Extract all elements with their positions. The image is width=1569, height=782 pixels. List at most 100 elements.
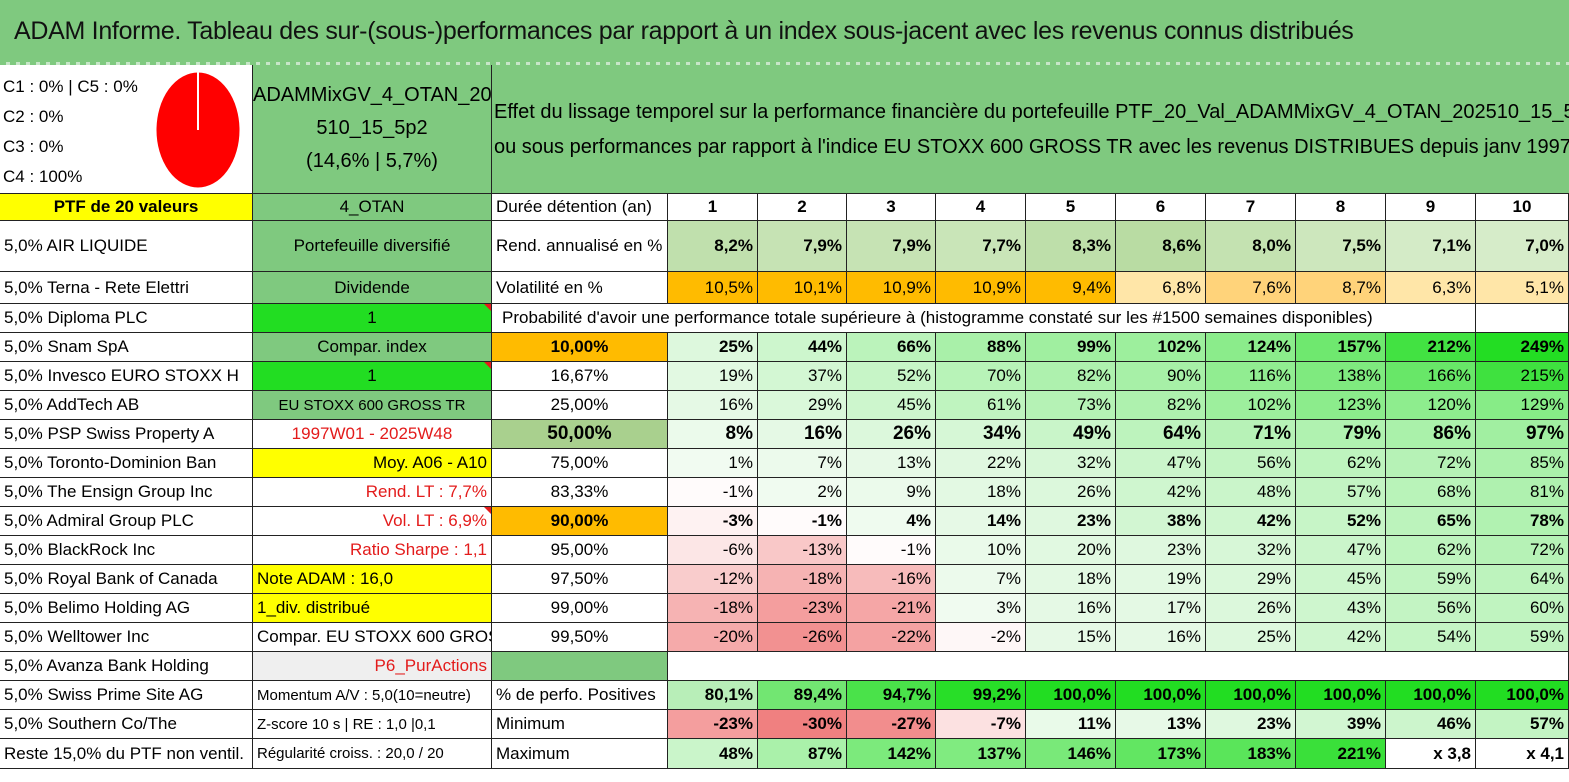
quantile-value: 34% bbox=[936, 420, 1026, 449]
quantile-value: -16% bbox=[847, 565, 936, 594]
quantile-value: 72% bbox=[1476, 536, 1569, 565]
quantile-value: 29% bbox=[1206, 565, 1296, 594]
allocation-line: C1 : 0% | C5 : 0% bbox=[3, 77, 138, 96]
quantile-value: 129% bbox=[1476, 391, 1569, 420]
quantile-value: 19% bbox=[668, 362, 758, 391]
min-label: Minimum bbox=[492, 710, 668, 739]
allocation-line: C2 : 0% bbox=[3, 107, 64, 126]
positive-label: % de perfo. Positives bbox=[492, 681, 668, 710]
quantile-value: 10% bbox=[936, 536, 1026, 565]
positive-value: 100,0% bbox=[1116, 681, 1206, 710]
quantile-label: 16,67% bbox=[492, 362, 668, 391]
min-value: -23% bbox=[668, 710, 758, 739]
portfolio-name-box: ADAMMixGV_4_OTAN_202 510_15_5p2 (14,6% |… bbox=[253, 65, 503, 194]
quantile-value: 2% bbox=[758, 478, 847, 507]
quantile-value: 212% bbox=[1386, 333, 1476, 362]
quantile-label: 75,00% bbox=[492, 449, 668, 478]
positive-value: 100,0% bbox=[1386, 681, 1476, 710]
holdings-header: PTF de 20 valeurs bbox=[0, 194, 253, 221]
year-header: 6 bbox=[1116, 194, 1206, 221]
holding-row: 5,0% The Ensign Group Inc bbox=[0, 478, 253, 507]
quantile-value: 72% bbox=[1386, 449, 1476, 478]
allocation-line: C4 : 100% bbox=[3, 167, 83, 186]
max-label: Maximum bbox=[492, 739, 668, 769]
info-cell: 1 bbox=[253, 362, 492, 391]
quantile-value: 70% bbox=[936, 362, 1026, 391]
holding-row: 5,0% Invesco EURO STOXX H bbox=[0, 362, 253, 391]
description-line: ou sous performances par rapport à l'ind… bbox=[494, 136, 1569, 158]
vol-value: 5,1% bbox=[1476, 272, 1569, 304]
positive-value: 89,4% bbox=[758, 681, 847, 710]
return-value: 7,5% bbox=[1296, 221, 1386, 272]
quantile-value: 23% bbox=[1026, 507, 1116, 536]
year-header: 1 bbox=[668, 194, 758, 221]
min-value: -27% bbox=[847, 710, 936, 739]
quantile-value: 124% bbox=[1206, 333, 1296, 362]
quantile-value: -1% bbox=[758, 507, 847, 536]
quantile-value: 102% bbox=[1206, 391, 1296, 420]
holding-row: 5,0% Snam SpA bbox=[0, 333, 253, 362]
quantile-value: 64% bbox=[1116, 420, 1206, 449]
vol-value: 8,7% bbox=[1296, 272, 1386, 304]
min-value: 23% bbox=[1206, 710, 1296, 739]
performance-table: PTF de 20 valeurs 5,0% AIR LIQUIDE 5,0% Te… bbox=[0, 194, 1569, 782]
positive-value: 100,0% bbox=[1206, 681, 1296, 710]
max-value: 183% bbox=[1206, 739, 1296, 769]
quantile-value: 52% bbox=[847, 362, 936, 391]
quantile-value: 102% bbox=[1116, 333, 1206, 362]
quantile-value: 52% bbox=[1296, 507, 1386, 536]
min-value: -30% bbox=[758, 710, 847, 739]
max-value: x 3,8 bbox=[1386, 739, 1476, 769]
year-header: 5 bbox=[1026, 194, 1116, 221]
quantile-value: 20% bbox=[1026, 536, 1116, 565]
quantile-value: 97% bbox=[1476, 420, 1569, 449]
quantile-value: 71% bbox=[1206, 420, 1296, 449]
holding-row: 5,0% Royal Bank of Canada bbox=[0, 565, 253, 594]
allocation-pie-chart bbox=[153, 69, 243, 191]
quantile-value: 62% bbox=[1296, 449, 1386, 478]
year-header: 4 bbox=[936, 194, 1026, 221]
holding-row: Reste 15,0% du PTF non ventil. bbox=[0, 739, 253, 769]
quantile-value: 59% bbox=[1386, 565, 1476, 594]
max-value: x 4,1 bbox=[1476, 739, 1569, 769]
quantile-value: 37% bbox=[758, 362, 847, 391]
quantile-value: 66% bbox=[847, 333, 936, 362]
positive-value: 100,0% bbox=[1296, 681, 1386, 710]
quantile-value: -21% bbox=[847, 594, 936, 623]
quantile-value: -1% bbox=[668, 478, 758, 507]
quantile-value: -22% bbox=[847, 623, 936, 652]
min-value: 46% bbox=[1386, 710, 1476, 739]
quantile-value: 29% bbox=[758, 391, 847, 420]
page-title: ADAM Informe. Tableau des sur-(sous-)per… bbox=[0, 0, 1569, 65]
info-cell: Rend. LT : 7,7% bbox=[253, 478, 492, 507]
max-value: 142% bbox=[847, 739, 936, 769]
quantile-value: 60% bbox=[1476, 594, 1569, 623]
quantile-value: -1% bbox=[847, 536, 936, 565]
info-cell: Régularité croiss. : 20,0 / 20 bbox=[253, 739, 492, 769]
quantile-value: 249% bbox=[1476, 333, 1569, 362]
return-value: 8,3% bbox=[1026, 221, 1116, 272]
info-cell: Momentum A/V : 5,0(10=neutre) bbox=[253, 681, 492, 710]
return-label: Rend. annualisé en % bbox=[492, 221, 668, 272]
quantile-value: 43% bbox=[1296, 594, 1386, 623]
info-cell: Compar. index bbox=[253, 333, 492, 362]
quantile-value: -18% bbox=[668, 594, 758, 623]
quantile-value: 81% bbox=[1476, 478, 1569, 507]
quantile-value: 99% bbox=[1026, 333, 1116, 362]
vol-value: 6,3% bbox=[1386, 272, 1476, 304]
info-cell: Vol. LT : 6,9% bbox=[253, 507, 492, 536]
min-value: 13% bbox=[1116, 710, 1206, 739]
header-zone: C1 : 0% | C5 : 0% C2 : 0% C3 : 0% C4 : 1… bbox=[0, 65, 1569, 194]
quantile-value: -12% bbox=[668, 565, 758, 594]
quantile-value: 16% bbox=[758, 420, 847, 449]
holding-row: 5,0% Toronto-Dominion Ban bbox=[0, 449, 253, 478]
quantile-value: 25% bbox=[668, 333, 758, 362]
quantile-value: 15% bbox=[1026, 623, 1116, 652]
max-value: 221% bbox=[1296, 739, 1386, 769]
max-value: 137% bbox=[936, 739, 1026, 769]
return-value: 7,7% bbox=[936, 221, 1026, 272]
info-cell: Dividende bbox=[253, 272, 492, 304]
vol-value: 9,4% bbox=[1026, 272, 1116, 304]
quantile-value: 22% bbox=[936, 449, 1026, 478]
quantile-value: 85% bbox=[1476, 449, 1569, 478]
